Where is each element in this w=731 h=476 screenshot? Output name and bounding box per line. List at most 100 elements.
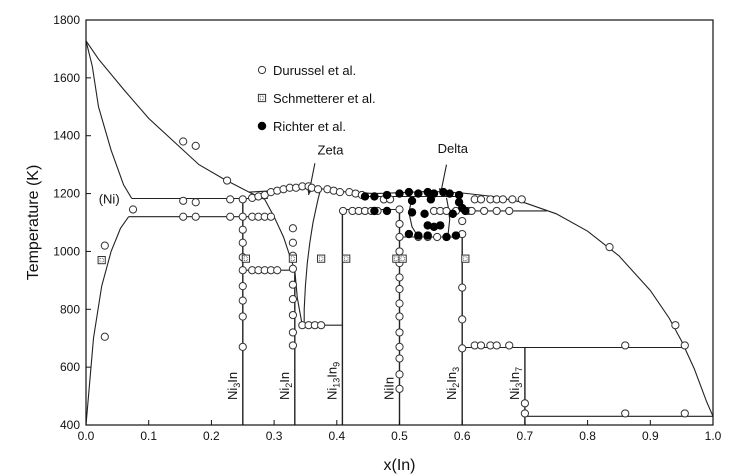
point-0-3 [179,137,188,146]
data-points [97,137,689,418]
point-0-12 [238,195,247,204]
point-0-44 [288,238,298,247]
point-0-113 [505,341,514,350]
line-zeta-right [303,187,322,326]
legend-label-2: Richter et al. [273,119,346,134]
point-0-62 [338,206,348,216]
point-0-117 [621,341,630,350]
point-0-4 [191,141,200,150]
point-2-11 [407,196,417,206]
point-2-2 [382,190,392,200]
annotation-2: Delta [438,141,469,156]
point-0-114 [520,399,530,408]
point-0-94 [458,283,467,292]
point-0-1 [100,332,109,341]
point-0-120 [680,341,689,350]
x-axis-title: x(In) [384,457,416,474]
x-tick-label-0: 0.0 [78,429,95,443]
point-0-115 [520,409,530,418]
point-0-72 [395,232,404,242]
point-0-73 [395,247,404,256]
series-0 [100,137,689,418]
x-tick-label-8: 0.8 [579,429,596,443]
point-0-55 [317,321,326,330]
compound-labels: Ni3In Ni2In Ni13In9 NiIn Ni2In3 Ni3In7 [225,362,524,400]
point-0-2 [128,205,138,214]
point-0-48 [288,295,298,304]
point-0-103 [508,195,517,204]
point-0-86 [433,232,442,242]
point-0-46 [288,264,298,273]
point-0-80 [395,342,404,351]
point-0-10 [226,195,235,204]
point-0-8 [191,212,200,221]
point-0-58 [335,188,345,197]
point-2-3 [395,189,404,198]
legend-label-1: Schmetterer et al. [273,91,376,106]
point-1-3 [317,254,326,263]
compound-label-4: Ni2In3 [444,367,461,400]
x-tick-label-10: 1.0 [705,429,722,443]
point-1-7 [461,254,470,263]
annotation-1: Zeta [318,143,345,158]
x-tick-label-2: 0.2 [203,429,220,443]
point-0-104 [517,195,526,204]
point-0-71 [395,219,404,229]
compound-label-2: Ni13In9 [324,362,341,400]
x-tick-label-9: 0.9 [642,429,659,443]
legend: Durussel et al. Schmetterer et al. Richter… [257,63,376,134]
point-0-121 [680,409,689,418]
point-0-118 [621,409,630,418]
x-tick-label-7: 0.7 [517,429,534,443]
point-1-1 [241,254,250,263]
point-0-92 [458,216,467,226]
point-0-70 [395,205,404,214]
point-2-1 [370,192,379,201]
point-2-16 [420,209,429,219]
point-0-116 [605,242,614,252]
line-delta-left [408,197,419,238]
point-0-110 [476,341,486,350]
legend-marker-0 [257,65,267,75]
y-tick-label-3: 1000 [53,244,80,258]
point-0-0 [100,241,109,250]
point-0-50 [288,328,298,337]
point-0-95 [458,315,467,324]
line-solvus-upper [85,40,133,199]
legend-label-0: Durussel et al. [273,63,356,78]
compound-label-3: NiIn [382,377,397,400]
point-1-0 [97,256,106,265]
point-0-79 [395,328,404,337]
point-2-14 [382,206,392,216]
point-1-4 [342,254,351,263]
point-0-76 [395,284,404,294]
y-tick-label-4: 1200 [53,187,80,201]
point-0-107 [492,206,501,216]
point-2-10 [454,190,464,200]
point-0-96 [458,344,467,353]
point-0-19 [238,296,247,305]
x-tick-label-3: 0.3 [266,429,283,443]
point-0-18 [238,282,247,291]
series-1 [97,254,470,265]
y-tick-label-5: 1400 [53,129,80,143]
annotations: (Ni) Zeta Delta [99,141,469,207]
point-0-81 [395,354,404,363]
legend-marker-1 [257,93,267,103]
x-tick-label-1: 0.1 [140,429,157,443]
point-0-14 [238,225,247,234]
y-tick-label-6: 1600 [53,71,80,85]
point-2-24 [442,232,451,242]
point-2-15 [407,208,417,217]
axis-ticks: 0.0 0.1 0.2 0.3 0.4 0.5 0.6 0.7 0.8 0.9 1.0 400 600 8… [53,13,721,443]
point-0-82 [395,370,404,379]
point-0-33 [313,185,323,194]
point-2-25 [451,231,461,240]
point-0-7 [179,212,188,221]
point-2-5 [414,189,423,198]
point-2-9 [445,189,454,198]
point-0-13 [238,212,247,221]
compound-label-5: Ni3In7 [507,367,524,400]
point-0-77 [395,299,404,308]
point-0-42 [273,266,282,275]
